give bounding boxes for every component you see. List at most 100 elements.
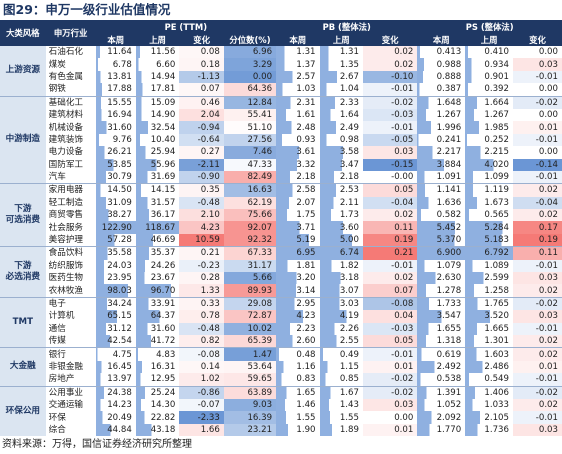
cell-ps-change: -0.04 [512,196,562,210]
cell-pb-last-week: 1.43 [319,398,363,412]
cell-ps-this-week: 0.413 [417,46,466,59]
cell-industry: 综合 [45,423,96,437]
cell-pe-change: 0.27 [179,146,224,159]
cell-pb-last-week: 3.58 [319,146,363,159]
cell-ps-change: -0.02 [512,385,562,399]
cell-pe-percentile: 16.63 [223,183,277,197]
cell-pe-change: 0.18 [179,58,224,71]
cell-pe-percentile: 1.47 [223,347,277,361]
cell-ps-change: 0.03 [512,272,562,285]
cell-ps-change: -0.01 [512,70,562,84]
cell-industry: 家用电器 [45,183,96,197]
cell-pb-change: 0.04 [362,310,418,323]
table-row: 非银金融 16.45 16.31 0.14 53.64 1.16 1.15 0.01 2.492… [0,360,562,374]
table-row: 环保 20.49 22.82 -2.33 16.39 1.55 1.55 0.00 2.092 2… [0,411,562,424]
cell-ps-last-week: 5.284 [465,221,513,234]
cell-pe-change: -0.94 [179,121,224,134]
cell-pe-last-week: 11.56 [135,46,180,59]
cell-ps-last-week: 0.901 [465,70,513,84]
cell-industry: 社会服务 [45,221,96,234]
cell-pb-this-week: 0.93 [276,133,320,147]
cell-pb-change: -0.03 [362,108,418,122]
cell-pb-last-week: 1.82 [319,259,363,273]
cell-ps-this-week: 2.492 [417,360,466,374]
cell-pb-this-week: 2.95 [276,296,320,311]
cell-industry: 传媒 [45,334,96,348]
cell-ps-this-week: 0.988 [417,58,466,71]
cell-pb-last-week: 2.33 [319,95,363,109]
cell-pb-change: -0.03 [362,322,418,335]
cell-pb-change: -0.02 [362,373,418,387]
valuation-table: 大类风格 申万行业 PE (TTM) PB (整体法) PS (整体法) 本周 … [0,20,562,437]
cell-ps-change: 0.19 [512,233,562,247]
cell-pe-percentile: 65.39 [223,334,277,348]
cell-pe-last-week: 118.67 [135,221,180,234]
group-label: 环保公用 [0,385,46,437]
cell-pb-change: 0.02 [362,46,418,59]
cell-ps-this-week: 1.052 [417,398,466,412]
cell-pb-change: -0.00 [362,170,418,184]
cell-pb-last-week: 1.73 [319,209,363,222]
cell-ps-change: 0.02 [512,334,562,348]
cell-pe-percentile: 6.96 [223,46,277,59]
table-row: 传媒 42.54 41.72 0.82 65.39 2.60 2.55 0.05 1.318 1.… [0,334,562,348]
cell-pb-change: -0.05 [362,133,418,147]
cell-pb-last-week: 1.55 [319,411,363,424]
cell-ps-last-week: 0.934 [465,58,513,71]
cell-pe-last-week: 4.83 [135,347,180,361]
cell-pe-this-week: 26.21 [95,146,136,159]
cell-ps-last-week: 1.099 [465,170,513,184]
table-row: 大金融 银行 4.75 4.83 -0.08 1.47 0.48 0.49 -0.01 0.619… [0,347,562,387]
cell-pe-change: -2.11 [179,158,224,171]
cell-pb-last-week: 2.55 [319,334,363,348]
table-row: 综合 44.84 43.18 1.66 23.21 1.90 1.89 0.01 1.770 1.… [0,423,562,437]
cell-ps-this-week: 5.452 [417,221,466,234]
cell-pe-this-week: 24.03 [95,259,136,273]
cell-pb-this-week: 3.71 [276,221,320,234]
table-body: 上游资源 石油石化 11.64 11.56 0.08 6.96 1.31 1.31 0.02 0.… [0,46,562,437]
cell-pb-last-week: 3.18 [319,272,363,285]
cell-industry: 交通运输 [45,398,96,412]
table-row: 下游 必选消费 食品饮料 35.58 35.37 0.21 67.33 6.95 6.74 0.… [0,246,562,298]
cell-ps-change: -0.01 [512,411,562,424]
cell-ps-this-week: 1.636 [417,196,466,210]
cell-pb-change: 0.02 [362,209,418,222]
cell-ps-this-week: 1.079 [417,259,466,273]
cell-industry: 美容护理 [45,233,96,247]
cell-pb-last-week: 0.85 [319,373,363,387]
cell-pe-change: 0.33 [179,296,224,311]
cell-pe-change: -2.33 [179,411,224,424]
cell-pe-this-week: 23.95 [95,272,136,285]
cell-ps-change: 0.03 [512,310,562,323]
table-row: 下游 可选消费 家用电器 14.50 14.15 0.35 16.63 2.58 2.53 0.… [0,183,562,247]
cell-ps-last-week: 1.665 [465,322,513,335]
cell-ps-this-week: 6.900 [417,246,466,260]
table-row: 商贸零售 38.27 36.17 2.10 75.66 1.75 1.73 0.02 0.582… [0,209,562,222]
cell-pe-this-week: 31.12 [95,322,136,335]
cell-pe-last-week: 64.37 [135,310,180,323]
cell-pb-last-week: 2.11 [319,196,363,210]
header-industry: 申万行业 [45,20,96,46]
cell-ps-this-week: 1.091 [417,170,466,184]
cell-pe-percentile: 7.46 [223,146,277,159]
header-pe-change: 变化 [179,33,224,46]
cell-pb-change: -0.02 [362,385,418,399]
cell-pe-this-week: 38.27 [95,209,136,222]
cell-ps-this-week: 1.996 [417,121,466,134]
cell-pb-this-week: 1.46 [276,398,320,412]
cell-pb-last-week: 6.74 [319,246,363,260]
cell-industry: 汽车 [45,170,96,184]
cell-pe-last-week: 96.70 [135,284,180,298]
cell-pe-change: -0.07 [179,398,224,412]
group-label: 大金融 [0,347,46,387]
cell-industry: 轻工制造 [45,196,96,210]
cell-ps-change: 0.03 [512,423,562,437]
cell-ps-change: 0.02 [512,347,562,361]
cell-pb-last-week: 1.35 [319,58,363,71]
cell-pe-this-week: 15.55 [95,95,136,109]
cell-pe-change: 0.08 [179,46,224,59]
cell-industry: 环保 [45,411,96,424]
cell-pe-last-week: 6.60 [135,58,180,71]
cell-ps-last-week: 1.258 [465,284,513,298]
cell-ps-this-week: 1.318 [417,334,466,348]
